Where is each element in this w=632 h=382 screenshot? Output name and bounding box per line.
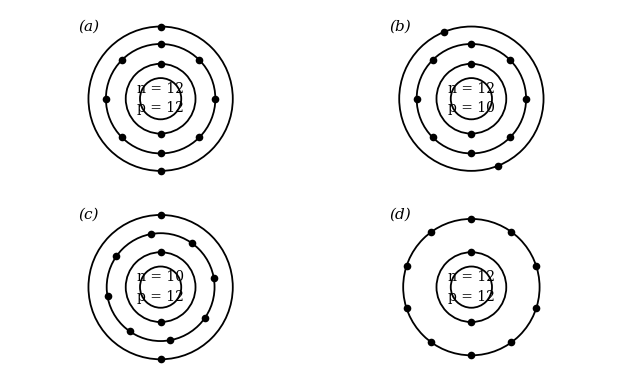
Text: n = 10
p = 12: n = 10 p = 12 (137, 270, 184, 304)
Text: (b): (b) (389, 19, 411, 33)
Text: n = 12
p = 12: n = 12 p = 12 (448, 270, 495, 304)
Text: n = 12
p = 12: n = 12 p = 12 (137, 82, 184, 115)
Text: n = 12
p = 10: n = 12 p = 10 (448, 82, 495, 115)
Text: (c): (c) (78, 208, 99, 222)
Text: (d): (d) (389, 208, 411, 222)
Text: (a): (a) (78, 19, 99, 33)
